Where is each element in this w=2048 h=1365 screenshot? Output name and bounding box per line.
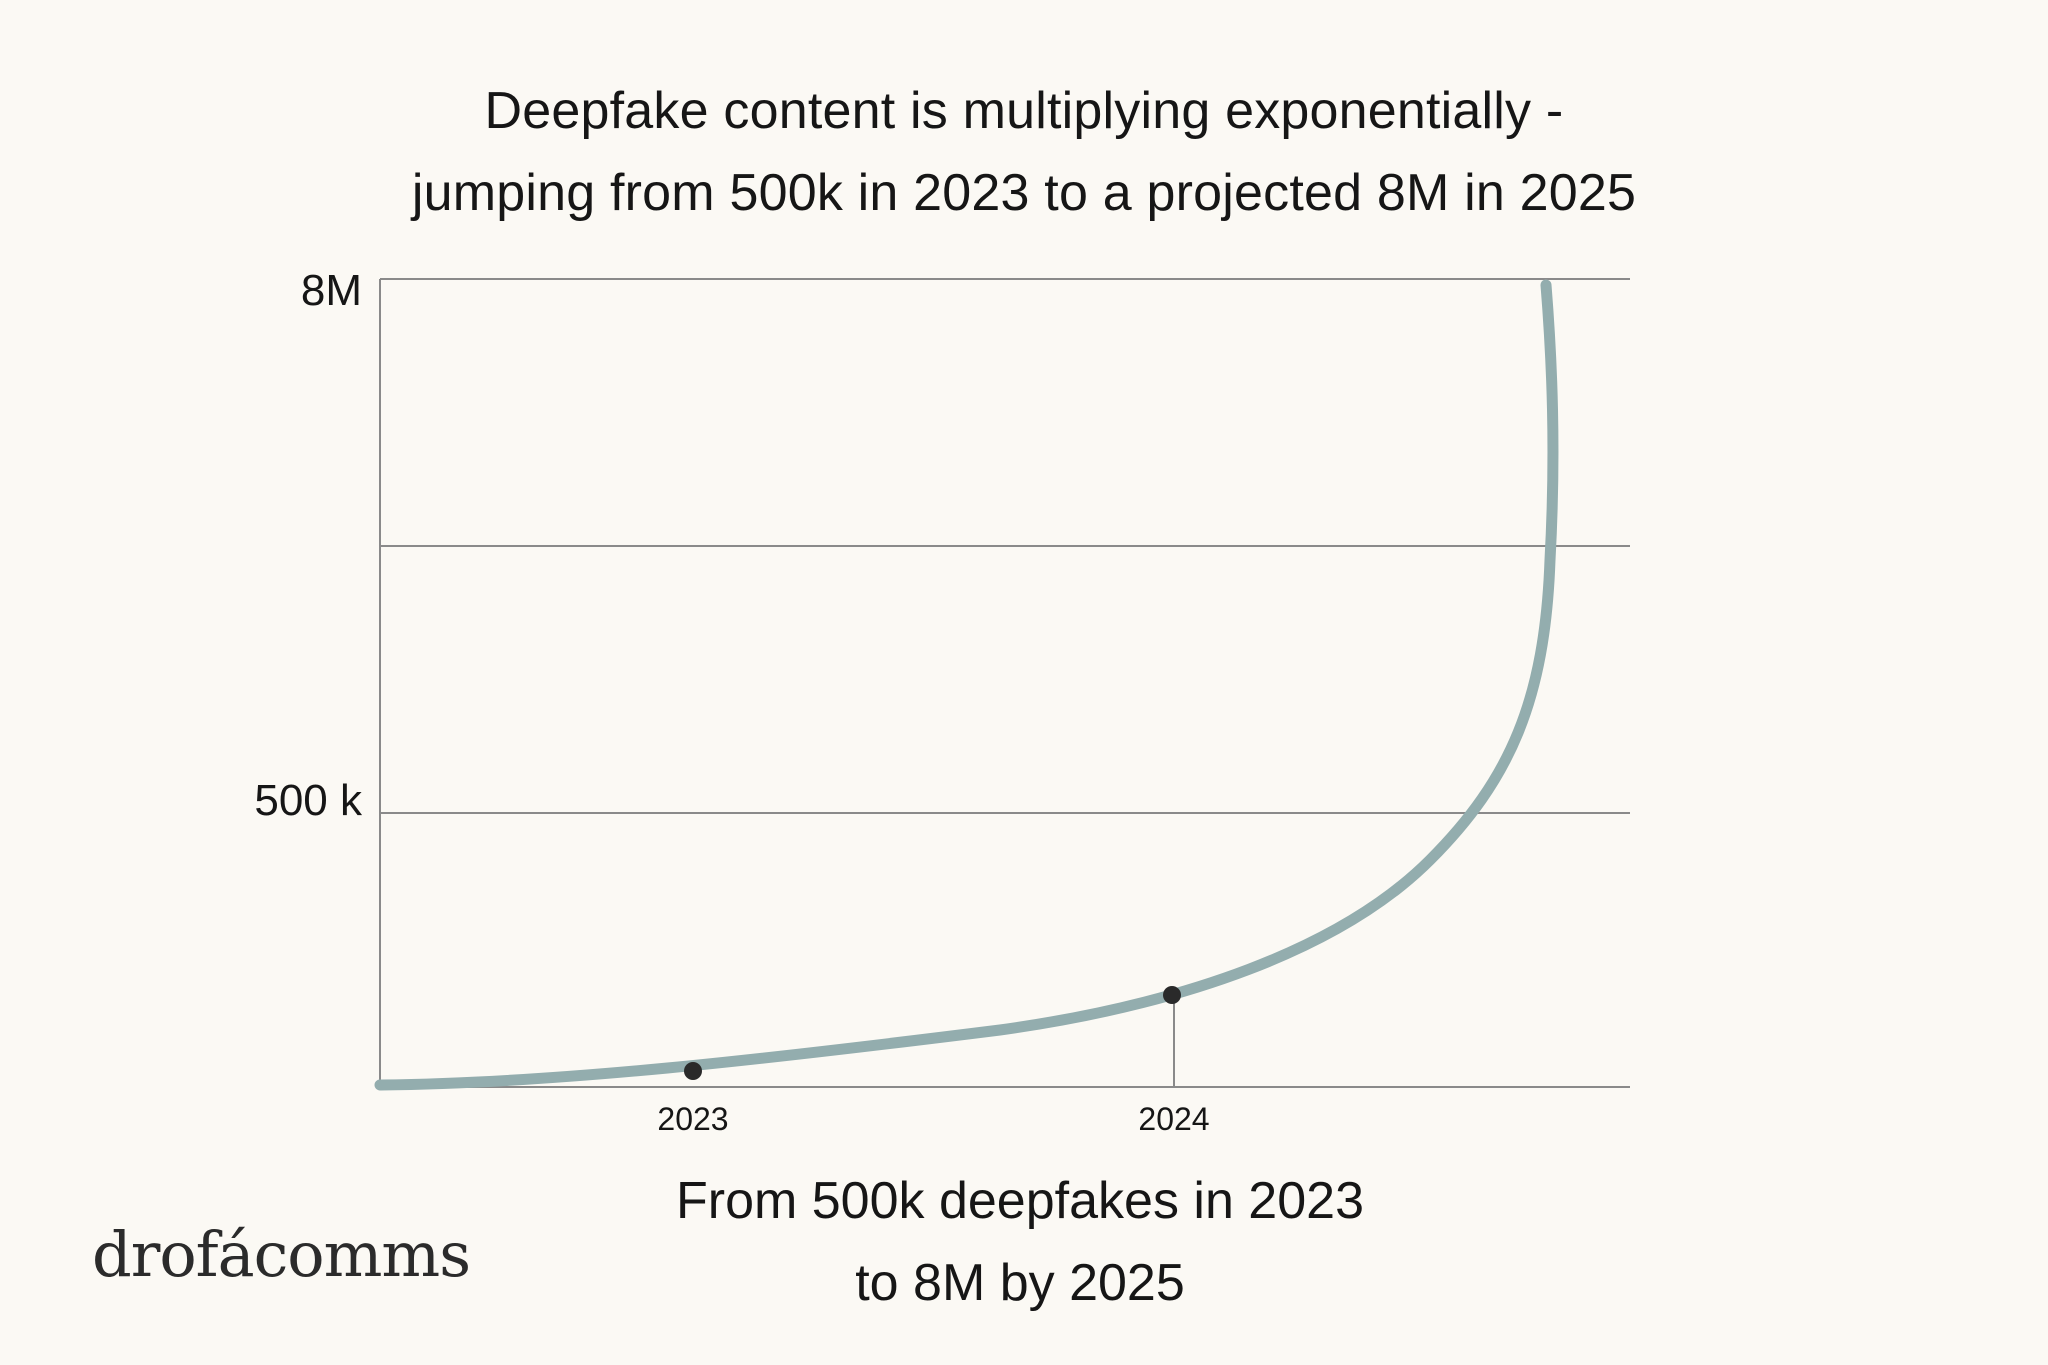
drofacomms-logo: drofácomms — [92, 1218, 471, 1291]
y-tick-label-500k: 500 k — [254, 776, 363, 825]
chart-title: Deepfake content is multiplying exponent… — [0, 70, 2048, 234]
growth-curve — [374, 279, 1559, 1091]
data-point-2024 — [1163, 986, 1181, 1004]
chart-caption-line-1: From 500k deepfakes in 2023 — [676, 1172, 1364, 1230]
chart-title-line-2: jumping from 500k in 2023 to a projected… — [411, 164, 1637, 222]
data-point-2023 — [684, 1062, 702, 1080]
chart-caption-line-2: to 8M by 2025 — [855, 1254, 1185, 1312]
logo-part-1: drofá — [92, 1218, 255, 1291]
x-tick-label-2023: 2023 — [657, 1101, 728, 1137]
chart-title-line-1: Deepfake content is multiplying exponent… — [484, 82, 1564, 140]
y-tick-label-8m: 8M — [301, 266, 362, 315]
logo-part-2: comms — [253, 1218, 471, 1291]
x-tick-label-2024: 2024 — [1138, 1101, 1209, 1137]
chart-caption: From 500k deepfakes in 2023 to 8M by 202… — [420, 1160, 1620, 1324]
